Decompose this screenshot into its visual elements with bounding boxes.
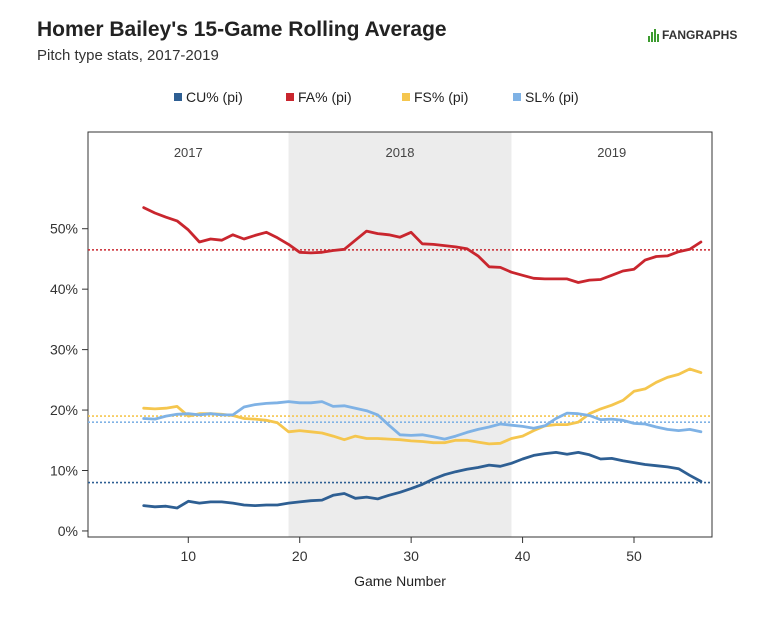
legend-label-fa: FA% (pi) — [298, 89, 352, 105]
legend-label-cu: CU% (pi) — [186, 89, 243, 105]
legend-swatch-sl — [513, 93, 521, 101]
x-tick-label: 10 — [180, 548, 196, 564]
y-tick-label: 20% — [50, 402, 78, 418]
fangraphs-logo: FANGRAPHS — [648, 28, 737, 42]
legend-label-fs: FS% (pi) — [414, 89, 468, 105]
y-tick-label: 30% — [50, 342, 78, 358]
series-line-sl — [142, 400, 703, 441]
legend-swatch-cu — [174, 93, 182, 101]
chart-title: Homer Bailey's 15-Game Rolling Average — [37, 18, 447, 41]
series-line-cu — [142, 450, 703, 510]
chart-subtitle: Pitch type stats, 2017-2019 — [37, 47, 219, 64]
season-label-2019: 2019 — [597, 145, 626, 160]
plot-frame — [87, 131, 713, 538]
x-tick-label: 40 — [515, 548, 531, 564]
legend-label-sl: SL% (pi) — [525, 89, 579, 105]
y-tick-label: 40% — [50, 281, 78, 297]
season-band-2018 — [288, 132, 512, 537]
x-tick-label: 30 — [403, 548, 419, 564]
series-line-fs — [142, 367, 703, 446]
x-axis-label: Game Number — [354, 573, 446, 589]
x-tick-label: 50 — [626, 548, 642, 564]
series-line-fa — [142, 206, 703, 284]
season-label-2018: 2018 — [386, 145, 415, 160]
y-tick-label: 10% — [50, 463, 78, 479]
brand-name: FANGRAPHS — [662, 28, 738, 42]
season-label-2017: 2017 — [174, 145, 203, 160]
bar-chart-icon — [648, 28, 659, 42]
legend-swatch-fa — [286, 93, 294, 101]
x-tick-label: 20 — [292, 548, 308, 564]
y-tick-label: 0% — [58, 523, 78, 539]
y-tick-label: 50% — [50, 221, 78, 237]
legend-swatch-fs — [402, 93, 410, 101]
